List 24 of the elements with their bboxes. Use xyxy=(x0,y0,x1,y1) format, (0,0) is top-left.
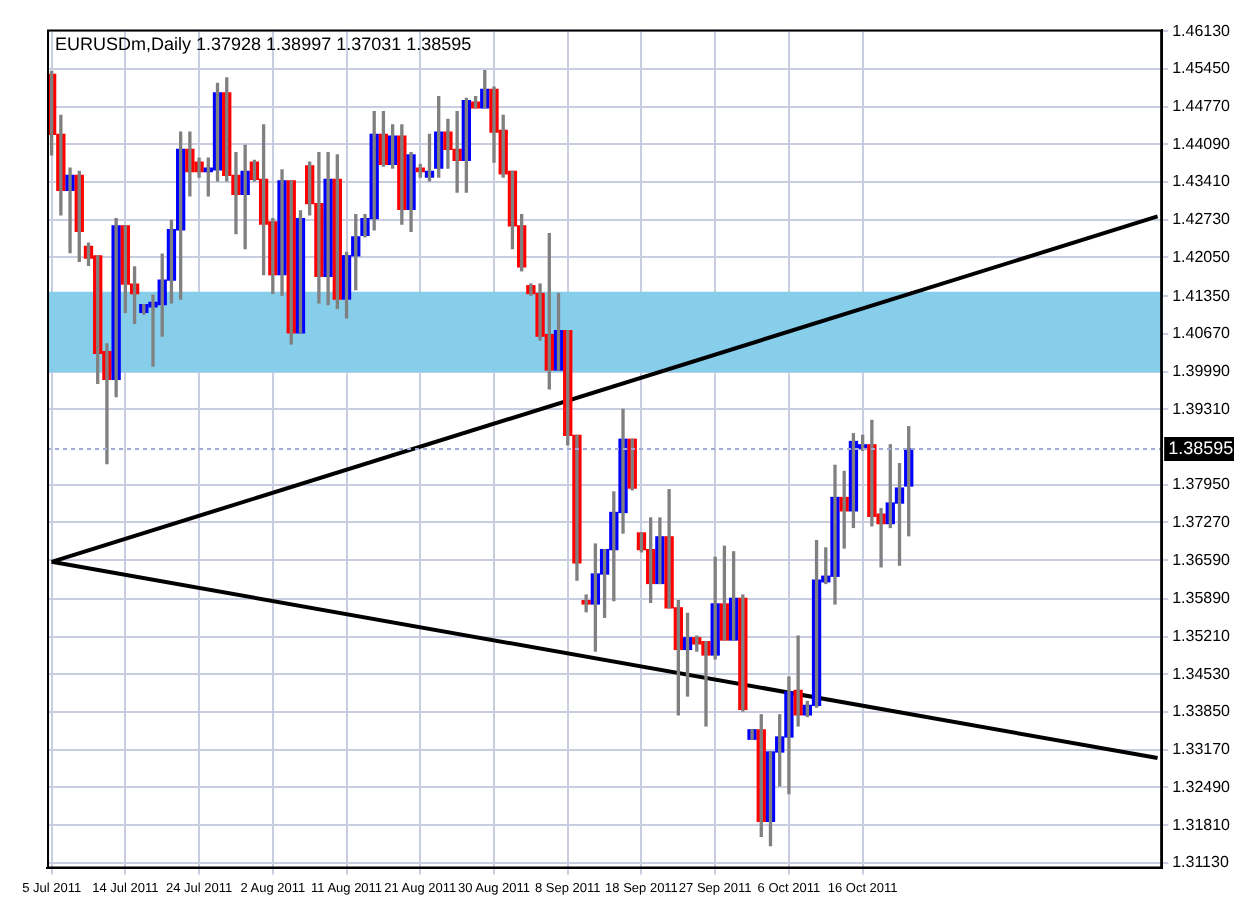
y-tick-label: 1.40670 xyxy=(1172,324,1232,343)
y-tick-label: 1.32490 xyxy=(1172,777,1232,796)
y-tick-label: 1.33850 xyxy=(1172,702,1232,721)
y-tick-label: 1.33170 xyxy=(1172,740,1232,759)
y-tick-label: 1.42050 xyxy=(1172,247,1232,266)
y-tick-label: 1.39310 xyxy=(1172,399,1232,418)
y-tick-label: 1.42730 xyxy=(1172,210,1232,229)
ref-line-label: 1.38595 xyxy=(1168,437,1234,458)
y-tick-label: 1.34530 xyxy=(1172,664,1232,683)
y-tick-label: 1.44090 xyxy=(1172,134,1232,153)
y-tick-label: 1.31130 xyxy=(1172,853,1230,872)
y-tick-label: 1.37950 xyxy=(1172,475,1232,494)
y-tick-label: 1.35890 xyxy=(1172,589,1232,608)
y-tick-label: 1.31810 xyxy=(1172,815,1232,834)
y-tick-label: 1.41350 xyxy=(1172,286,1232,305)
y-tick-label: 1.36590 xyxy=(1172,550,1232,569)
y-tick-label: 1.46130 xyxy=(1172,21,1232,40)
y-tick-label: 1.35210 xyxy=(1172,627,1232,646)
y-tick-label: 1.45450 xyxy=(1172,59,1232,78)
chart-title: EURUSDm,Daily 1.37928 1.38997 1.37031 1.38595 xyxy=(55,33,472,54)
y-tick-label: 1.39990 xyxy=(1172,362,1232,381)
y-tick-label: 1.37270 xyxy=(1172,512,1232,531)
y-tick-label: 1.43410 xyxy=(1172,172,1232,191)
y-tick-label: 1.44770 xyxy=(1172,97,1232,116)
